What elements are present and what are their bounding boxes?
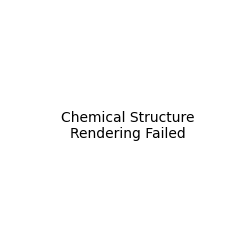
Text: Chemical Structure
Rendering Failed: Chemical Structure Rendering Failed bbox=[62, 111, 195, 141]
